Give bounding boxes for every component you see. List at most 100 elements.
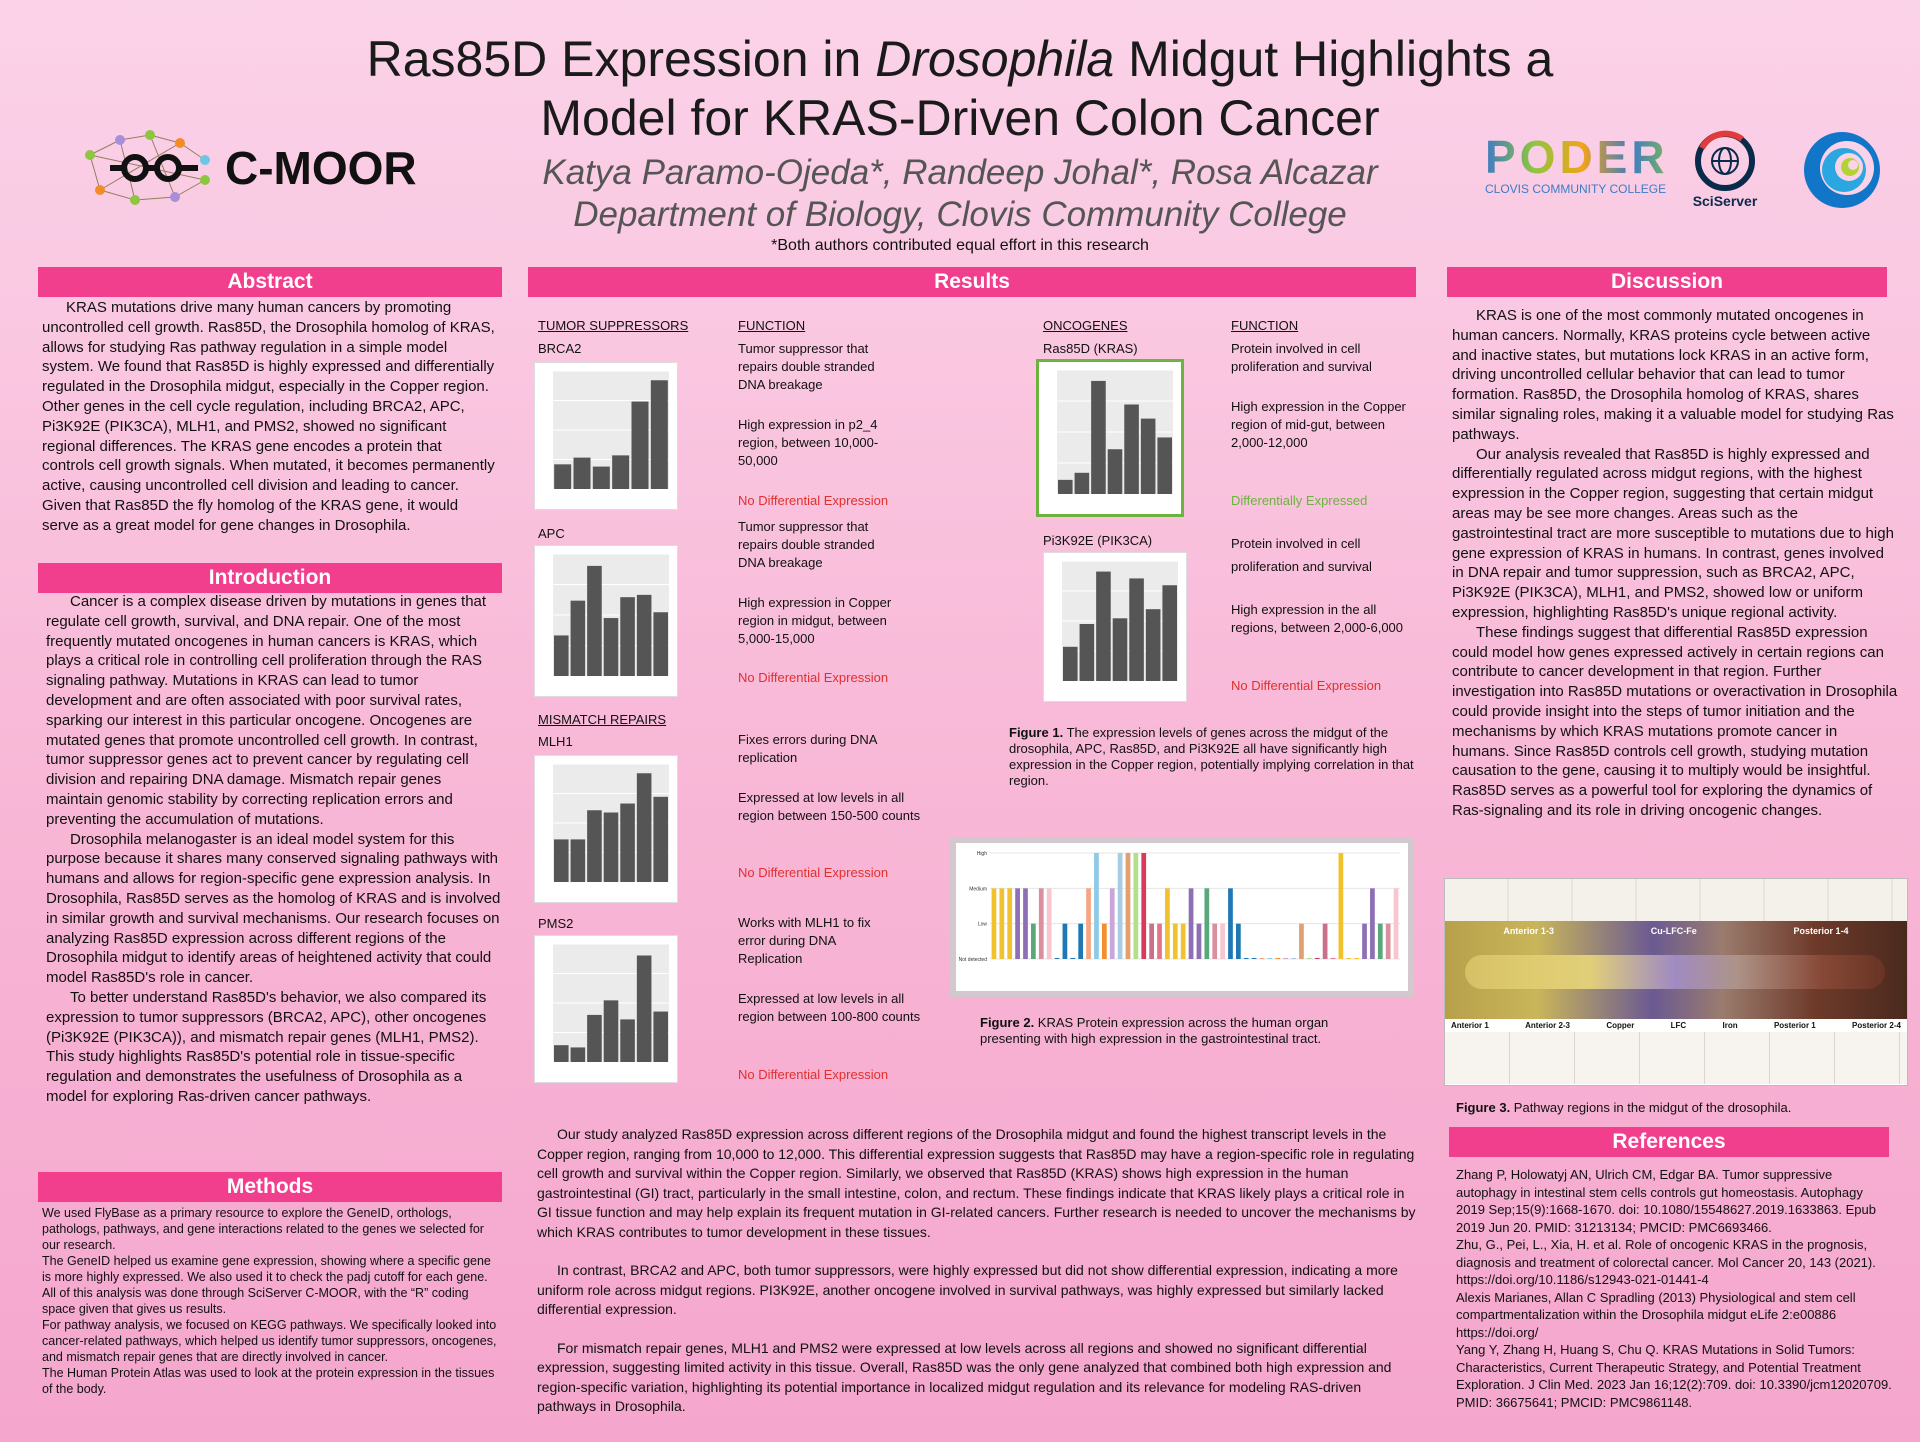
title-line1-part-a: Ras85D Expression in [366, 31, 876, 87]
pi3k92e-status: No Differential Expression [1231, 678, 1382, 693]
mlh1-status: No Differential Expression [738, 865, 889, 880]
bar [1188, 888, 1194, 959]
bar [1145, 609, 1161, 681]
bar [1212, 923, 1218, 959]
bar [1091, 380, 1106, 494]
fig3-gut-tube [1465, 955, 1885, 989]
bar [1362, 923, 1367, 959]
bar [1165, 888, 1170, 959]
bar [1220, 923, 1225, 959]
bar [1046, 888, 1052, 959]
bar [1172, 923, 1178, 959]
bar [1204, 888, 1210, 959]
bar [653, 612, 669, 676]
gene-name-mlh1: MLH1 [538, 734, 573, 749]
bar [1129, 578, 1144, 681]
results-heading: Results [528, 267, 1416, 297]
bar [1162, 585, 1178, 681]
bar [631, 401, 649, 489]
bar [1338, 853, 1344, 959]
round-logo [1800, 128, 1885, 213]
mismatch-repairs-label: MISMATCH REPAIRS [538, 712, 667, 727]
mlh1-expression: Expressed at low levels in all region be… [738, 790, 921, 823]
fig3-gut-band: Anterior 1-3 Cu-LFC-Fe Posterior 1-4 [1445, 921, 1907, 1019]
intro-paragraph: To better understand Ras85D's behavior, … [46, 988, 487, 1105]
ras85d-expression: High expression in the Copper region of … [1231, 399, 1406, 450]
title-italic-word: Drosophila [875, 31, 1115, 87]
bar [1140, 418, 1156, 494]
bar [1007, 888, 1013, 959]
chart-pi3k92e [1043, 552, 1187, 702]
bar [620, 597, 635, 676]
fig3-sublabel: Posterior 1 [1773, 1021, 1816, 1030]
methods-paragraph: The GeneID helped us examine gene expres… [42, 1254, 491, 1316]
fig3-sublabel: Copper [1606, 1021, 1635, 1030]
fig3-top-annotations [1445, 879, 1907, 921]
bar [1062, 646, 1078, 681]
bar [636, 594, 652, 676]
figure1-label: Figure 1. [1009, 725, 1064, 740]
bar [587, 810, 602, 882]
discussion-paragraph: Our analysis revealed that Ras85D is hig… [1452, 445, 1894, 621]
sciserver-logo: SciServer [1690, 130, 1760, 215]
bar [1314, 958, 1320, 959]
function-label: FUNCTION [738, 318, 806, 333]
bar [1251, 958, 1257, 959]
bar [1038, 888, 1044, 959]
bar [553, 1045, 569, 1062]
gene-name-pi3k92e: Pi3K92E (PIK3CA) [1043, 533, 1153, 548]
apc-status: No Differential Expression [738, 670, 889, 685]
figure2-text: KRAS Protein expression across the human… [980, 1015, 1329, 1046]
apc-expression: High expression in Copper region in midg… [738, 595, 892, 646]
bar [1243, 958, 1249, 959]
pms2-expression: Expressed at low levels in all region be… [738, 991, 921, 1024]
results-paragraph: For mismatch repair genes, MLH1 and PMS2… [537, 1339, 1392, 1415]
chart-mlh1 [534, 755, 678, 903]
bar [620, 1019, 635, 1062]
poster-title: Ras85D Expression in Drosophila Midgut H… [250, 30, 1670, 148]
bar [1196, 923, 1202, 959]
title-line2: Model for KRAS-Driven Colon Cancer [540, 90, 1380, 146]
methods-paragraph: We used FlyBase as a primary resource to… [42, 1206, 484, 1252]
bar [1157, 437, 1173, 494]
chart-brca2 [534, 362, 678, 510]
bar [1370, 888, 1375, 959]
bar [1117, 853, 1123, 959]
bar [991, 888, 997, 959]
bar [612, 455, 630, 489]
bar [570, 600, 586, 676]
bar [636, 955, 652, 1062]
fig3-sublabel: Posterior 2-4 [1852, 1021, 1901, 1030]
discussion-body: KRAS is one of the most commonly mutated… [1452, 306, 1898, 821]
bar [1023, 888, 1028, 959]
brca2-expression: High expression in p2_4 region, between … [738, 417, 879, 468]
authors: Katya Paramo-Ojeda*, Randeep Johal*, Ros… [542, 153, 1378, 192]
figure2-label: Figure 2. [980, 1015, 1035, 1030]
results-paragraph: In contrast, BRCA2 and APC, both tumor s… [537, 1262, 1398, 1317]
abstract-heading: Abstract [38, 267, 502, 297]
globe-icon [1695, 130, 1755, 191]
bar [1109, 888, 1115, 959]
fig3-region-row: Anterior 1-3 Cu-LFC-Fe Posterior 1-4 [1455, 926, 1897, 940]
bar [553, 839, 569, 882]
fig3-region-label: Anterior 1-3 [1503, 926, 1554, 936]
figure1-caption: Figure 1. The expression levels of genes… [1009, 725, 1414, 789]
bar [999, 888, 1005, 959]
apc-function: Tumor suppressor that repairs double str… [738, 519, 875, 570]
bar [1180, 923, 1186, 959]
methods-body: We used FlyBase as a primary resource to… [42, 1205, 498, 1397]
results-paragraph: Our study analyzed Ras85D expression acr… [537, 1126, 1416, 1240]
bar [1133, 853, 1139, 959]
chart-kras-protein: Not detected Low Medium High [950, 837, 1414, 997]
bar [1322, 923, 1328, 959]
fig3-bottom-annotations [1445, 1032, 1907, 1084]
bar [1306, 958, 1312, 959]
bar [1236, 923, 1241, 959]
bar [1074, 472, 1090, 494]
abstract-text: KRAS mutations drive many human cancers … [42, 299, 495, 534]
bar [1062, 923, 1068, 959]
references-list: Zhang P, Holowatyj AN, Ulrich CM, Edgar … [1456, 1166, 1894, 1411]
discussion-paragraph: These findings suggest that differential… [1452, 623, 1898, 819]
bar [587, 1014, 602, 1062]
reference-item: Zhu, G., Pei, L., Xia, H. et al. Role of… [1456, 1237, 1876, 1287]
